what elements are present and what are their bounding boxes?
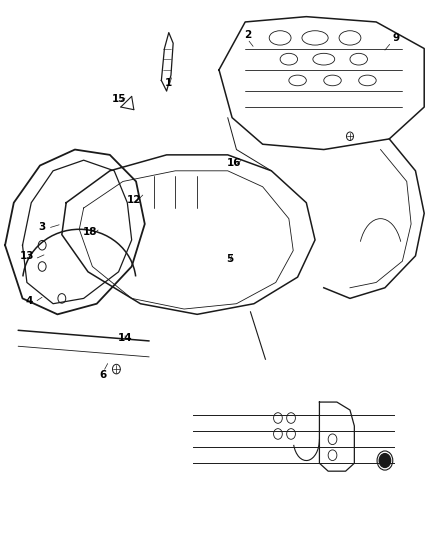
Text: 13: 13 — [20, 251, 34, 261]
Text: 18: 18 — [83, 227, 97, 237]
Text: 5: 5 — [226, 254, 233, 263]
Text: 9: 9 — [392, 33, 399, 43]
Text: 7: 7 — [235, 482, 242, 492]
Text: 2: 2 — [244, 30, 251, 41]
Text: 15: 15 — [111, 94, 126, 104]
Text: 16: 16 — [227, 158, 241, 168]
Polygon shape — [161, 33, 173, 91]
Text: 3: 3 — [39, 222, 46, 232]
Text: 14: 14 — [118, 333, 132, 343]
Text: 1: 1 — [165, 78, 173, 88]
Text: 12: 12 — [127, 195, 141, 205]
Text: 8: 8 — [353, 477, 360, 487]
Text: 4: 4 — [25, 296, 33, 306]
Circle shape — [379, 454, 391, 467]
Text: 6: 6 — [100, 370, 107, 381]
Ellipse shape — [186, 357, 413, 522]
